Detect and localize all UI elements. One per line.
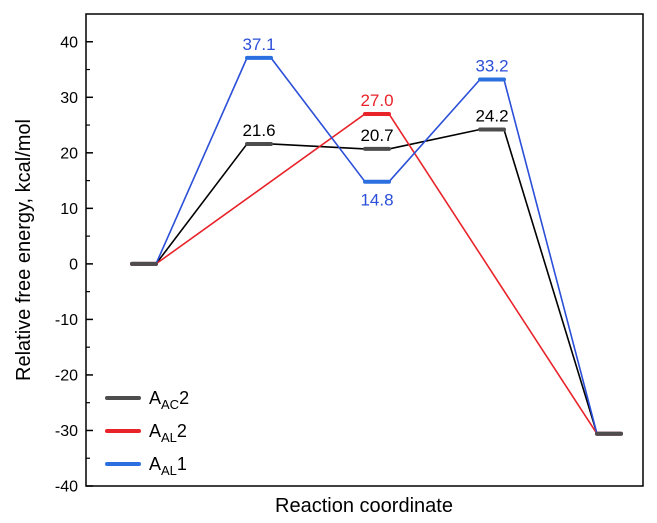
legend-entry: AAL1 (149, 454, 187, 478)
x-axis-title: Reaction coordinate (275, 495, 453, 517)
data-labels: 21.6 20.7 24.2 27.0 37.1 14.8 33.2 (242, 35, 508, 210)
plot-frame (85, 13, 644, 487)
series-segment (155, 57, 248, 265)
data-label: 21.6 (242, 121, 275, 140)
y-tick-label: 40 (60, 34, 78, 51)
data-label: 20.7 (360, 126, 393, 145)
series-lines (155, 57, 598, 435)
legend: AAC2 AAL2 AAL1 (105, 388, 189, 478)
series-segment (270, 143, 366, 150)
y-tick-label: 30 (60, 90, 78, 107)
series-segment (388, 128, 481, 150)
series-segment (155, 113, 366, 265)
series-segment (270, 57, 366, 183)
series-segment (155, 143, 248, 265)
series-segment (503, 79, 598, 435)
y-tick-label: 10 (60, 201, 78, 218)
state-level-bars (130, 55, 623, 436)
series-segment (388, 113, 598, 435)
y-tick-label: -10 (55, 312, 78, 329)
series-segment (388, 78, 481, 183)
y-tick-label: -20 (55, 367, 78, 384)
y-axis: -40 -30 -20 -10 0 10 20 30 40 (55, 34, 93, 496)
data-label: 14.8 (360, 191, 393, 210)
data-label: 33.2 (475, 57, 508, 76)
y-tick-label: 20 (60, 145, 78, 162)
data-label: 24.2 (475, 107, 508, 126)
y-tick-label: -40 (55, 479, 78, 496)
legend-entry: AAC2 (149, 388, 189, 412)
y-tick-label: -30 (55, 423, 78, 440)
data-label: 37.1 (242, 35, 275, 54)
y-axis-title: Relative free energy, kcal/mol (13, 119, 35, 381)
data-label: 27.0 (360, 91, 393, 110)
legend-entry: AAL2 (149, 421, 187, 445)
series-segment (503, 129, 598, 435)
y-tick-label: 0 (69, 256, 78, 273)
